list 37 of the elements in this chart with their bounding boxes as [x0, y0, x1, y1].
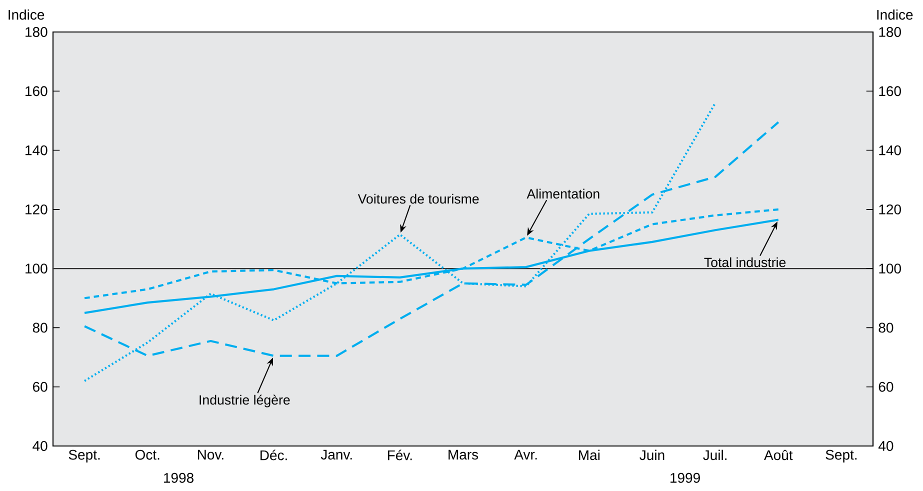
x-tick-label: Fév. — [388, 450, 412, 460]
y-tick-label: 60 — [32, 382, 48, 392]
y-tick-label: 80 — [32, 322, 48, 333]
x-tick-label: Oct. — [135, 450, 160, 460]
annotation: Voitures de tourisme — [358, 194, 479, 204]
y2-tick-label: 60 — [878, 382, 894, 392]
y-tick-label: 180 — [26, 27, 48, 37]
y-tick-label: 120 — [26, 204, 48, 214]
y-tick-label: 100 — [26, 264, 48, 274]
x-tick-label: Mai — [579, 450, 600, 460]
x-tick-label: Juil. — [703, 450, 726, 460]
x-tick-label: Avr. — [514, 450, 537, 460]
y-tick-label: 160 — [26, 86, 48, 96]
x-tick-label: Juin — [640, 450, 664, 460]
y-tick-label: 40 — [32, 441, 48, 451]
y2-tick-label: 40 — [878, 441, 894, 451]
y-axis-title: Indice — [8, 9, 44, 20]
y2-tick-label: 160 — [879, 86, 901, 96]
x-tick-label: Déc. — [260, 450, 287, 460]
y2-tick-label: 180 — [879, 27, 901, 37]
text: 1999 — [670, 472, 700, 483]
x-tick-label: Janv. — [320, 450, 352, 460]
x-tick-label: Sept. — [826, 450, 857, 462]
text: 1998 — [164, 472, 194, 483]
y2-tick-label: 80 — [878, 322, 894, 333]
x-tick-label: Août — [764, 450, 793, 460]
y2-axis-title: Indice — [877, 9, 913, 20]
y2-tick-label: 100 — [879, 264, 901, 274]
annotation: Total industrie — [704, 257, 786, 268]
y-tick-label: 140 — [26, 145, 48, 156]
annotation: Alimentation — [526, 188, 600, 199]
y2-tick-label: 140 — [879, 145, 901, 156]
x-tick-label: Nov. — [198, 450, 224, 460]
y2-tick-label: 120 — [879, 204, 901, 214]
x-tick-label: Sept. — [68, 450, 100, 462]
annotation: Industrie légère — [200, 394, 290, 408]
x-tick-label: Mars — [448, 450, 478, 460]
